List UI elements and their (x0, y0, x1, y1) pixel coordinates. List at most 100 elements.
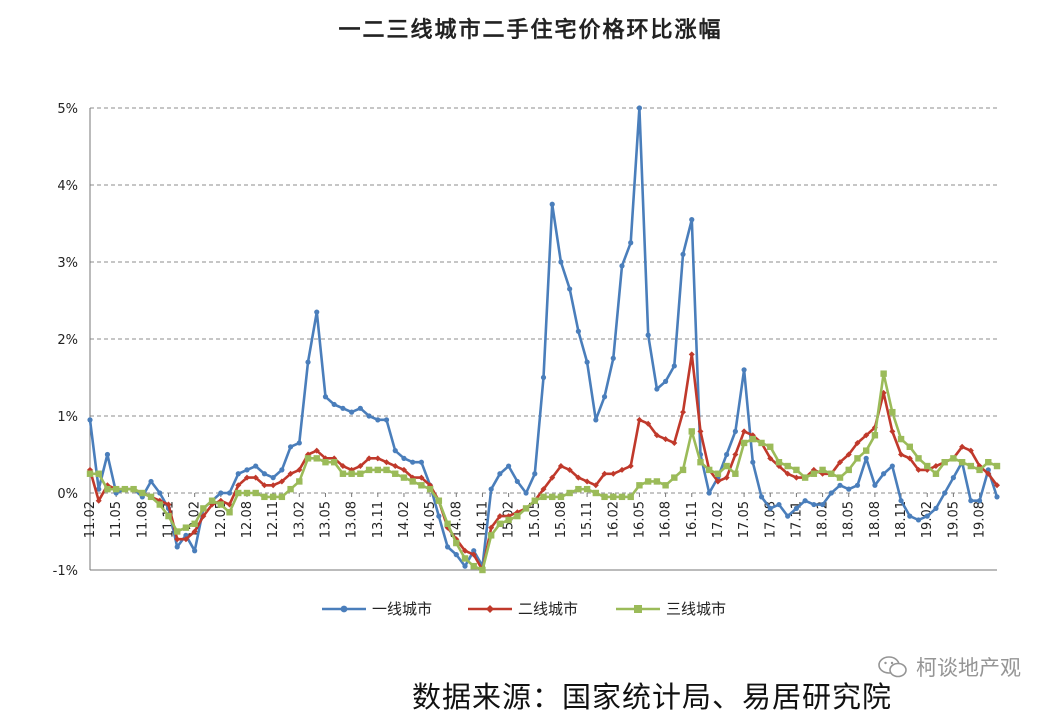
data-point (470, 562, 477, 570)
data-point (732, 451, 739, 458)
data-point (374, 455, 381, 462)
data-point (950, 455, 957, 462)
chart-legend: 一线城市 二线城市 三线城市 (322, 600, 726, 618)
data-point (497, 471, 503, 477)
data-point (374, 466, 381, 474)
data-point (871, 432, 879, 439)
data-point (592, 482, 599, 489)
data-point (618, 493, 626, 501)
data-point (462, 547, 469, 554)
data-point (121, 485, 129, 493)
data-point (226, 490, 233, 496)
data-point (148, 478, 154, 485)
y-tick-label: 3% (57, 256, 78, 271)
data-point (819, 466, 826, 474)
data-point (418, 459, 425, 465)
data-point (575, 474, 582, 481)
data-point (932, 470, 940, 477)
data-point (174, 536, 181, 543)
data-point (584, 478, 591, 485)
data-point (95, 470, 102, 477)
data-point (514, 512, 521, 520)
data-point (191, 520, 198, 527)
data-point (924, 462, 931, 470)
data-point (426, 485, 434, 493)
x-tick-label: 18.11 (894, 501, 909, 538)
data-point (401, 455, 407, 461)
data-point (322, 459, 329, 466)
x-tick-label: 18.02 (816, 501, 831, 538)
data-point (506, 463, 512, 469)
data-point (907, 513, 913, 519)
data-point (862, 447, 870, 454)
data-point (976, 498, 983, 504)
data-point (801, 474, 809, 481)
data-point (157, 490, 163, 496)
data-point (192, 548, 198, 554)
data-point (322, 394, 329, 400)
data-point (950, 475, 956, 481)
data-point (453, 539, 460, 547)
data-point (339, 470, 347, 477)
data-point (243, 474, 250, 481)
data-point (217, 501, 225, 508)
series-group (86, 105, 1001, 574)
x-tick-label: 19.02 (920, 501, 935, 538)
y-axis-ticks: -1% 0% 1% 2% 3% 4% 5% (53, 102, 78, 579)
watermark-text: 柯谈地产观 (916, 656, 1021, 680)
data-point (182, 536, 189, 543)
data-point (915, 517, 922, 523)
data-point (392, 463, 399, 470)
data-point (235, 482, 242, 489)
data-point (235, 471, 241, 477)
data-point (514, 478, 520, 485)
data-point (575, 328, 581, 334)
data-point (261, 471, 268, 477)
data-point (993, 462, 1001, 470)
data-point (470, 551, 477, 558)
data-point (339, 463, 346, 470)
data-point (932, 463, 939, 470)
data-point (313, 447, 320, 454)
data-point (959, 443, 966, 450)
data-point (182, 524, 190, 531)
data-point (261, 493, 268, 501)
data-point (156, 501, 163, 508)
y-tick-label: 2% (57, 333, 78, 348)
data-point (828, 490, 834, 496)
data-point (270, 482, 277, 489)
data-point (348, 470, 355, 477)
data-point (706, 466, 713, 474)
data-point (139, 489, 146, 497)
data-point (906, 443, 913, 450)
series-3 (86, 370, 1001, 574)
data-point (662, 378, 669, 384)
data-point (218, 490, 224, 496)
data-point (915, 455, 922, 462)
data-point (522, 505, 530, 512)
data-point (897, 435, 905, 443)
data-point (680, 409, 687, 416)
data-point (549, 493, 556, 501)
legend-marker (486, 605, 494, 613)
data-point (165, 512, 172, 520)
y-tick-label: -1% (53, 564, 78, 579)
data-point (749, 435, 757, 443)
data-point (724, 451, 730, 458)
x-tick-label: 11.05 (109, 501, 124, 538)
data-point (592, 489, 600, 497)
data-point (365, 466, 373, 474)
x-tick-label: 17.02 (711, 501, 726, 538)
data-point (942, 490, 948, 496)
data-point (165, 501, 172, 508)
data-point (915, 466, 922, 473)
x-tick-label: 12.08 (240, 501, 255, 538)
data-point (881, 471, 887, 477)
data-point (392, 470, 399, 477)
x-tick-label: 19.08 (973, 501, 988, 538)
data-point (688, 351, 695, 358)
x-tick-label: 13.11 (371, 501, 386, 538)
data-point (557, 463, 564, 470)
data-point (776, 501, 782, 508)
data-point (174, 528, 181, 535)
